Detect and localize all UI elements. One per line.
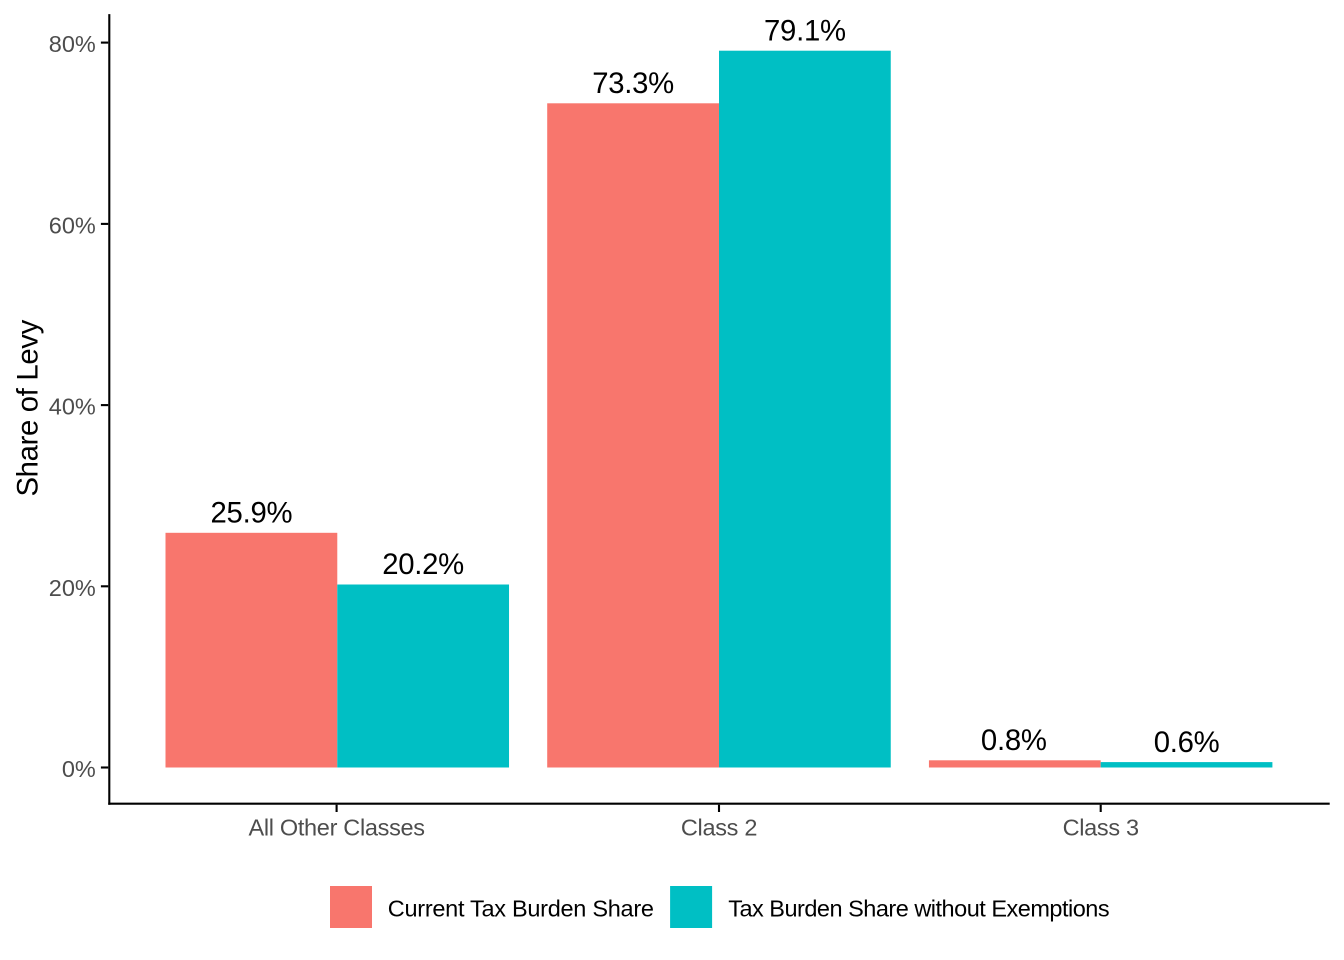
svg-text:Current Tax Burden Share: Current Tax Burden Share	[388, 896, 654, 922]
svg-text:0.8%: 0.8%	[981, 724, 1047, 757]
svg-text:0%: 0%	[62, 756, 96, 782]
svg-text:79.1%: 79.1%	[764, 14, 846, 47]
svg-text:25.9%: 25.9%	[211, 497, 293, 530]
svg-text:Class 3: Class 3	[1063, 814, 1139, 840]
svg-text:73.3%: 73.3%	[592, 67, 674, 100]
svg-text:20%: 20%	[49, 575, 96, 601]
svg-text:Class 2: Class 2	[681, 814, 757, 840]
svg-text:0.6%: 0.6%	[1154, 726, 1220, 759]
svg-text:20.2%: 20.2%	[382, 548, 464, 581]
svg-text:60%: 60%	[49, 212, 96, 238]
svg-text:Share of Levy: Share of Levy	[11, 319, 44, 496]
svg-text:All Other Classes: All Other Classes	[248, 814, 424, 840]
svg-text:Tax Burden Share without Exemp: Tax Burden Share without Exemptions	[728, 896, 1109, 922]
svg-text:80%: 80%	[49, 31, 96, 57]
svg-text:40%: 40%	[49, 394, 96, 420]
